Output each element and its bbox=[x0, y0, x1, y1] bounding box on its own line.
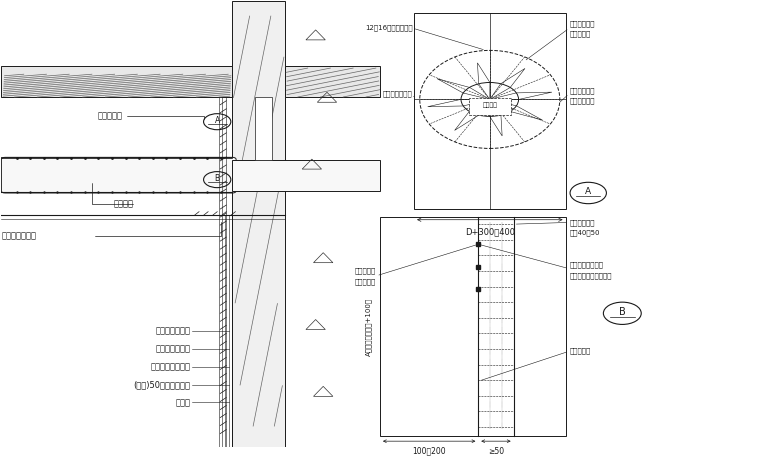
Bar bbox=[285, 66, 380, 97]
Text: B: B bbox=[214, 174, 220, 183]
Text: 剪切等分虚线: 剪切等分虚线 bbox=[569, 219, 595, 226]
Bar bbox=[255, 97, 273, 159]
Text: 12或16等分裁剪虚线: 12或16等分裁剪虚线 bbox=[365, 25, 413, 32]
Bar bbox=[233, 159, 380, 191]
Text: 等分叶片弯折后呈: 等分叶片弯折后呈 bbox=[569, 262, 603, 268]
Text: 改性沥青防水卷材: 改性沥青防水卷材 bbox=[150, 362, 191, 371]
Text: 铅丝围扎保护层: 铅丝围扎保护层 bbox=[2, 231, 36, 240]
Bar bbox=[2, 66, 233, 97]
Bar bbox=[469, 98, 511, 115]
Text: (建议)50厚聚苯板保护: (建议)50厚聚苯板保护 bbox=[134, 380, 191, 389]
Bar bbox=[2, 66, 233, 97]
Bar bbox=[414, 12, 565, 208]
Text: 圆形折线与管: 圆形折线与管 bbox=[569, 87, 595, 94]
Text: 粘贴于侧墙立面: 粘贴于侧墙立面 bbox=[383, 90, 413, 97]
Text: A: A bbox=[585, 187, 591, 196]
Text: A: A bbox=[214, 116, 220, 125]
Text: 根阴角线重合: 根阴角线重合 bbox=[569, 97, 595, 104]
Text: 粘贴于管壁: 粘贴于管壁 bbox=[569, 348, 591, 355]
Text: 阴角线重合: 阴角线重合 bbox=[355, 278, 376, 285]
Text: ≥50: ≥50 bbox=[488, 446, 504, 456]
Bar bbox=[380, 218, 565, 436]
Text: 剪口范围: 剪口范围 bbox=[483, 102, 497, 108]
Text: 折线与管根: 折线与管根 bbox=[355, 268, 376, 274]
Text: 防水钢筋砼侧墙: 防水钢筋砼侧墙 bbox=[156, 327, 191, 335]
Text: 沥青基层处理剂: 沥青基层处理剂 bbox=[156, 345, 191, 353]
Text: A（管道外径周长+100）: A（管道外径周长+100） bbox=[366, 298, 372, 356]
FancyBboxPatch shape bbox=[2, 157, 236, 193]
Text: 100～200: 100～200 bbox=[413, 446, 446, 456]
Text: 放射状粘贴于侧墙基面: 放射状粘贴于侧墙基面 bbox=[569, 272, 612, 279]
Text: 沥青涂层: 沥青涂层 bbox=[114, 200, 134, 209]
Text: 金属箍紧固: 金属箍紧固 bbox=[97, 112, 122, 121]
Bar bbox=[285, 66, 380, 97]
Text: 尖形叶片粘贴: 尖形叶片粘贴 bbox=[569, 21, 595, 27]
Text: D+300～400: D+300～400 bbox=[465, 228, 515, 237]
Bar bbox=[233, 1, 285, 447]
Text: 回填土: 回填土 bbox=[176, 398, 191, 407]
Text: 于管道外壁: 于管道外壁 bbox=[569, 31, 591, 37]
Text: 间距40～50: 间距40～50 bbox=[569, 230, 600, 236]
Bar bbox=[233, 1, 285, 447]
Text: B: B bbox=[619, 307, 625, 317]
